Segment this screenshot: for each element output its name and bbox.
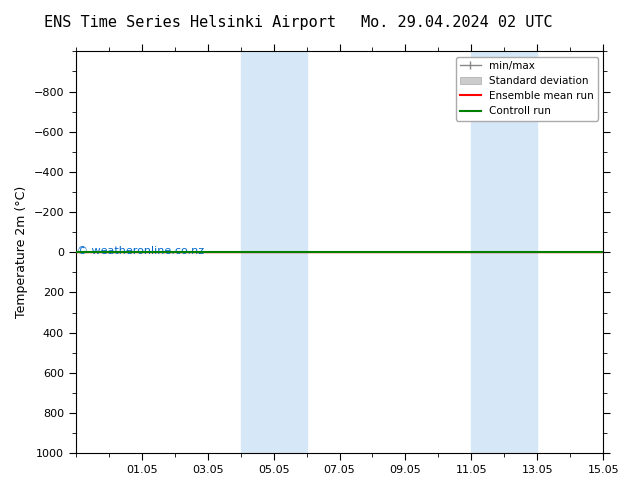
Text: ENS Time Series Helsinki Airport: ENS Time Series Helsinki Airport — [44, 15, 336, 30]
Bar — [241, 51, 307, 453]
Bar — [471, 51, 537, 453]
Text: © weatheronline.co.nz: © weatheronline.co.nz — [77, 246, 204, 256]
Text: Mo. 29.04.2024 02 UTC: Mo. 29.04.2024 02 UTC — [361, 15, 552, 30]
Y-axis label: Temperature 2m (°C): Temperature 2m (°C) — [15, 186, 28, 318]
Legend: min/max, Standard deviation, Ensemble mean run, Controll run: min/max, Standard deviation, Ensemble me… — [456, 56, 598, 121]
